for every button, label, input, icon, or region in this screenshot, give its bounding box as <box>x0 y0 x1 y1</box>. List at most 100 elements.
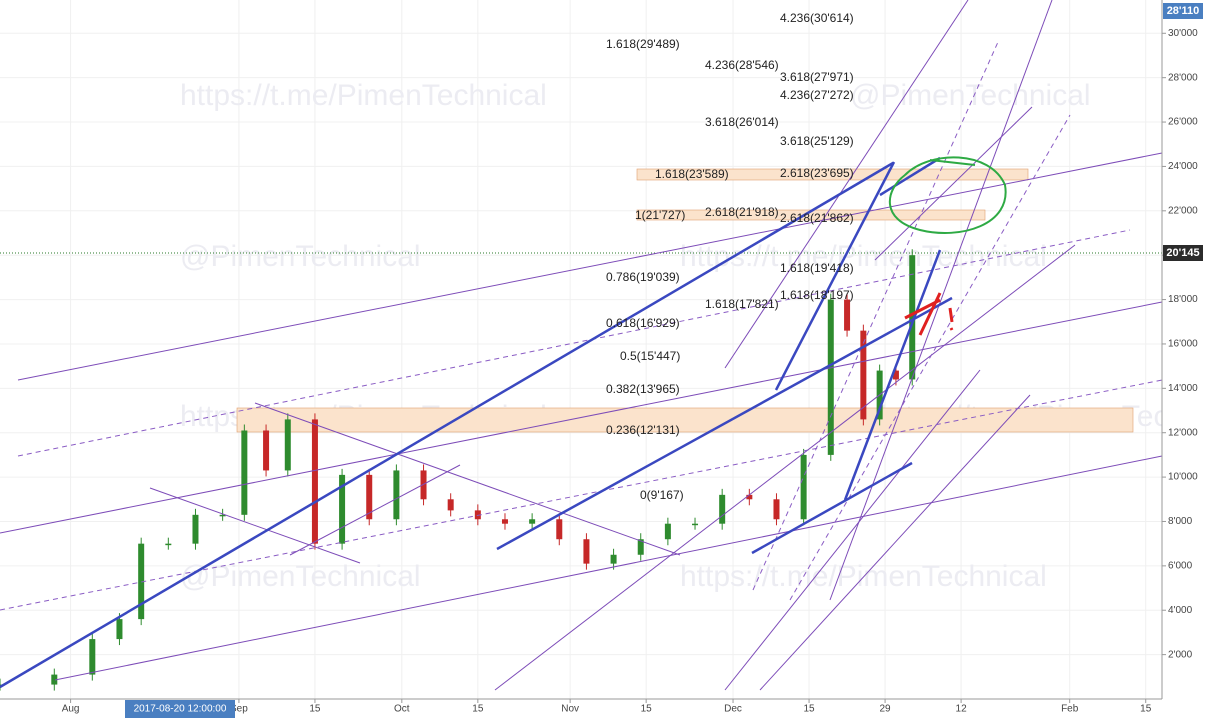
fib-zones <box>236 168 1134 433</box>
dashed-line <box>17 229 1131 457</box>
fib-label: 4.236(28'546) <box>705 58 779 72</box>
fib-label: 3.618(26'014) <box>705 115 779 129</box>
candle-body <box>474 510 481 520</box>
trend-line <box>759 394 1031 691</box>
x-tick-label: Feb <box>1061 704 1079 715</box>
fib-label: 4.236(30'614) <box>780 11 854 25</box>
y-tick-label: 6'000 <box>1168 560 1193 571</box>
trend-lines <box>0 0 1163 691</box>
fib-label: 0(9'167) <box>640 488 684 502</box>
watermark: https://t.me/PimenTechnical <box>180 79 547 112</box>
x-tick-label: Oct <box>394 704 410 715</box>
highlight-circle <box>889 156 1007 234</box>
trend-line <box>874 106 1033 261</box>
fib-label: 1.618(17'821) <box>705 297 779 311</box>
channel-line <box>774 161 896 391</box>
axes: 2'000 4'000 6'000 8'000 10'000 12'000 14'000 16… <box>62 28 1198 715</box>
watermark: @PimenTechnical <box>180 240 421 273</box>
y-tick-label: 4'000 <box>1168 605 1193 616</box>
crosshair-date: 2017-08-20 12:00:00 <box>134 704 227 715</box>
fib-label: 1.618(23'589) <box>655 167 729 181</box>
x-tick-label: Sep <box>230 704 248 715</box>
fib-labels: 4.236(30'614)1.618(29'489)4.236(28'546)3… <box>606 11 854 502</box>
candle-body <box>583 539 590 564</box>
candle-body <box>192 514 199 544</box>
candle-body <box>311 419 318 544</box>
candle-body <box>116 619 123 640</box>
y-tick-label: 12'000 <box>1168 427 1198 438</box>
trend-line <box>0 301 1163 534</box>
candle-body <box>746 494 753 500</box>
candle-body <box>138 543 145 620</box>
candle-body <box>501 519 508 524</box>
watermark: https://t.me/PimenTechnical <box>680 240 1047 273</box>
watermark: @PimenTechnical <box>180 560 421 593</box>
crosshair-date-box <box>125 700 235 718</box>
price-tag: 20'145 <box>1166 247 1199 259</box>
fib-label: 2.618(23'695) <box>780 166 854 180</box>
y-tick-label: 10'000 <box>1168 472 1198 483</box>
x-tick-label: 15 <box>803 704 815 715</box>
fib-label: 1(21'727) <box>635 208 685 222</box>
candle-body <box>89 639 96 675</box>
candle-body <box>529 519 536 524</box>
price-tag-box <box>1163 3 1203 19</box>
dashed-line <box>789 114 1071 601</box>
trend-line <box>289 464 461 556</box>
red-marks <box>904 292 954 336</box>
candle-body <box>366 474 373 520</box>
candle-body <box>339 474 346 544</box>
fib-label: 1.618(29'489) <box>606 37 680 51</box>
candle-body <box>556 519 563 540</box>
channel-line <box>879 156 941 197</box>
trend-line <box>724 0 969 369</box>
fib-label: 0.5(15'447) <box>620 349 680 363</box>
candles <box>0 249 916 691</box>
x-tick-label: 15 <box>1140 704 1152 715</box>
fib-zone <box>636 168 1029 181</box>
channel-line <box>496 296 953 551</box>
candle-body <box>219 514 226 517</box>
fib-label: 0.382(13'965) <box>606 382 680 396</box>
fib-label: 3.618(27'971) <box>780 70 854 84</box>
x-tick-label: 15 <box>641 704 653 715</box>
y-tick-label: 16'000 <box>1168 339 1198 350</box>
price-tag-box <box>1163 245 1203 261</box>
y-tick-label: 22'000 <box>1168 205 1198 216</box>
fib-label: 0.618(16'929) <box>606 316 680 330</box>
y-tick-label: 28'000 <box>1168 72 1198 83</box>
candle-body <box>51 674 58 685</box>
trend-line <box>17 152 1163 381</box>
price-axis <box>1162 0 1206 720</box>
candle-body <box>773 499 780 520</box>
candle-body <box>610 554 617 564</box>
x-tick-label: 29 <box>880 704 892 715</box>
x-tick-label: Nov <box>561 704 579 715</box>
candle-body <box>692 523 699 526</box>
y-tick-label: 24'000 <box>1168 161 1198 172</box>
y-tick-label: 26'000 <box>1168 117 1198 128</box>
x-tick-label: 15 <box>472 704 484 715</box>
candle-body <box>892 370 899 380</box>
x-tick-label: 15 <box>309 704 321 715</box>
price-tag: 28'110 <box>1167 5 1200 17</box>
x-tick-label: 12 <box>956 704 968 715</box>
candle-body <box>860 330 867 420</box>
candle-body <box>263 430 270 471</box>
fib-label: 0.786(19'039) <box>606 270 680 284</box>
candle-body <box>664 523 671 540</box>
dashed-line <box>752 41 999 591</box>
y-tick-label: 18'000 <box>1168 294 1198 305</box>
candle-body <box>447 499 454 511</box>
y-tick-label: 14'000 <box>1168 383 1198 394</box>
candle-body <box>165 543 172 546</box>
channel-line <box>843 249 942 501</box>
fib-label: 1.618(19'418) <box>780 261 854 275</box>
trend-line <box>254 402 681 556</box>
trend-line <box>54 455 1163 681</box>
candle-body <box>241 430 248 515</box>
trend-line <box>149 487 361 564</box>
channel-line <box>751 461 913 555</box>
